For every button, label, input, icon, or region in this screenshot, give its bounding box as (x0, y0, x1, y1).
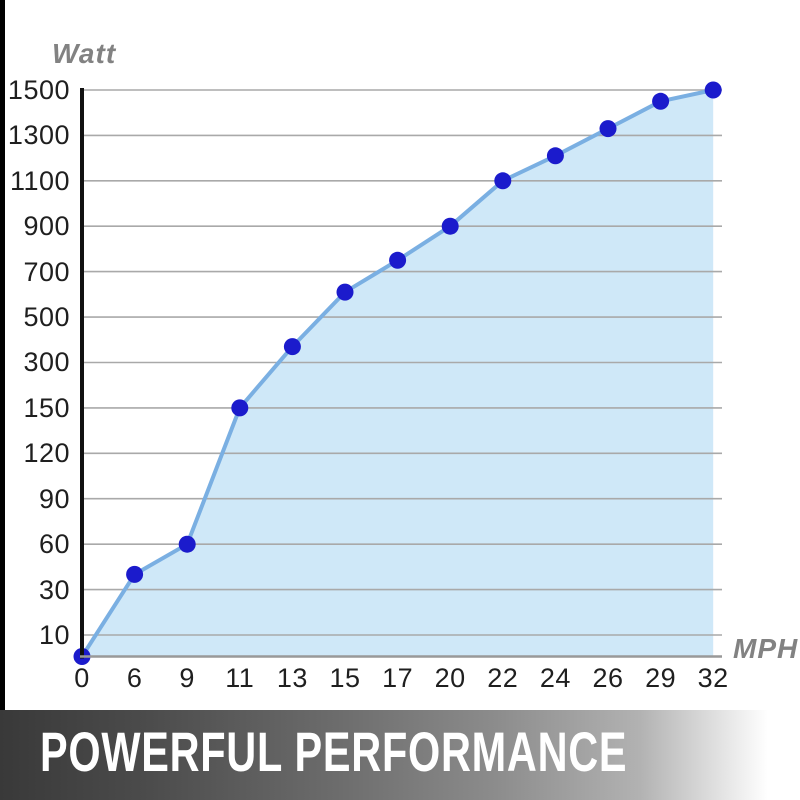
banner: POWERFUL PERFORMANCE (0, 710, 800, 800)
data-point-20 (441, 217, 459, 235)
banner-title: POWERFUL PERFORMANCE (40, 719, 628, 783)
data-point-13 (283, 338, 301, 356)
data-point-6 (126, 565, 144, 583)
data-point-26 (599, 120, 617, 138)
y-axis-title: Watt (52, 38, 117, 69)
area-fill (82, 90, 714, 657)
data-point-9 (178, 535, 196, 553)
data-point-32 (704, 81, 722, 99)
data-point-15 (336, 283, 354, 301)
data-point-11 (231, 399, 249, 417)
data-point-24 (546, 147, 564, 165)
data-point-29 (652, 92, 670, 110)
data-point-17 (389, 251, 407, 269)
data-point-22 (494, 172, 512, 190)
x-axis-title: MPH (733, 633, 799, 664)
left-edge-bar (0, 0, 5, 711)
